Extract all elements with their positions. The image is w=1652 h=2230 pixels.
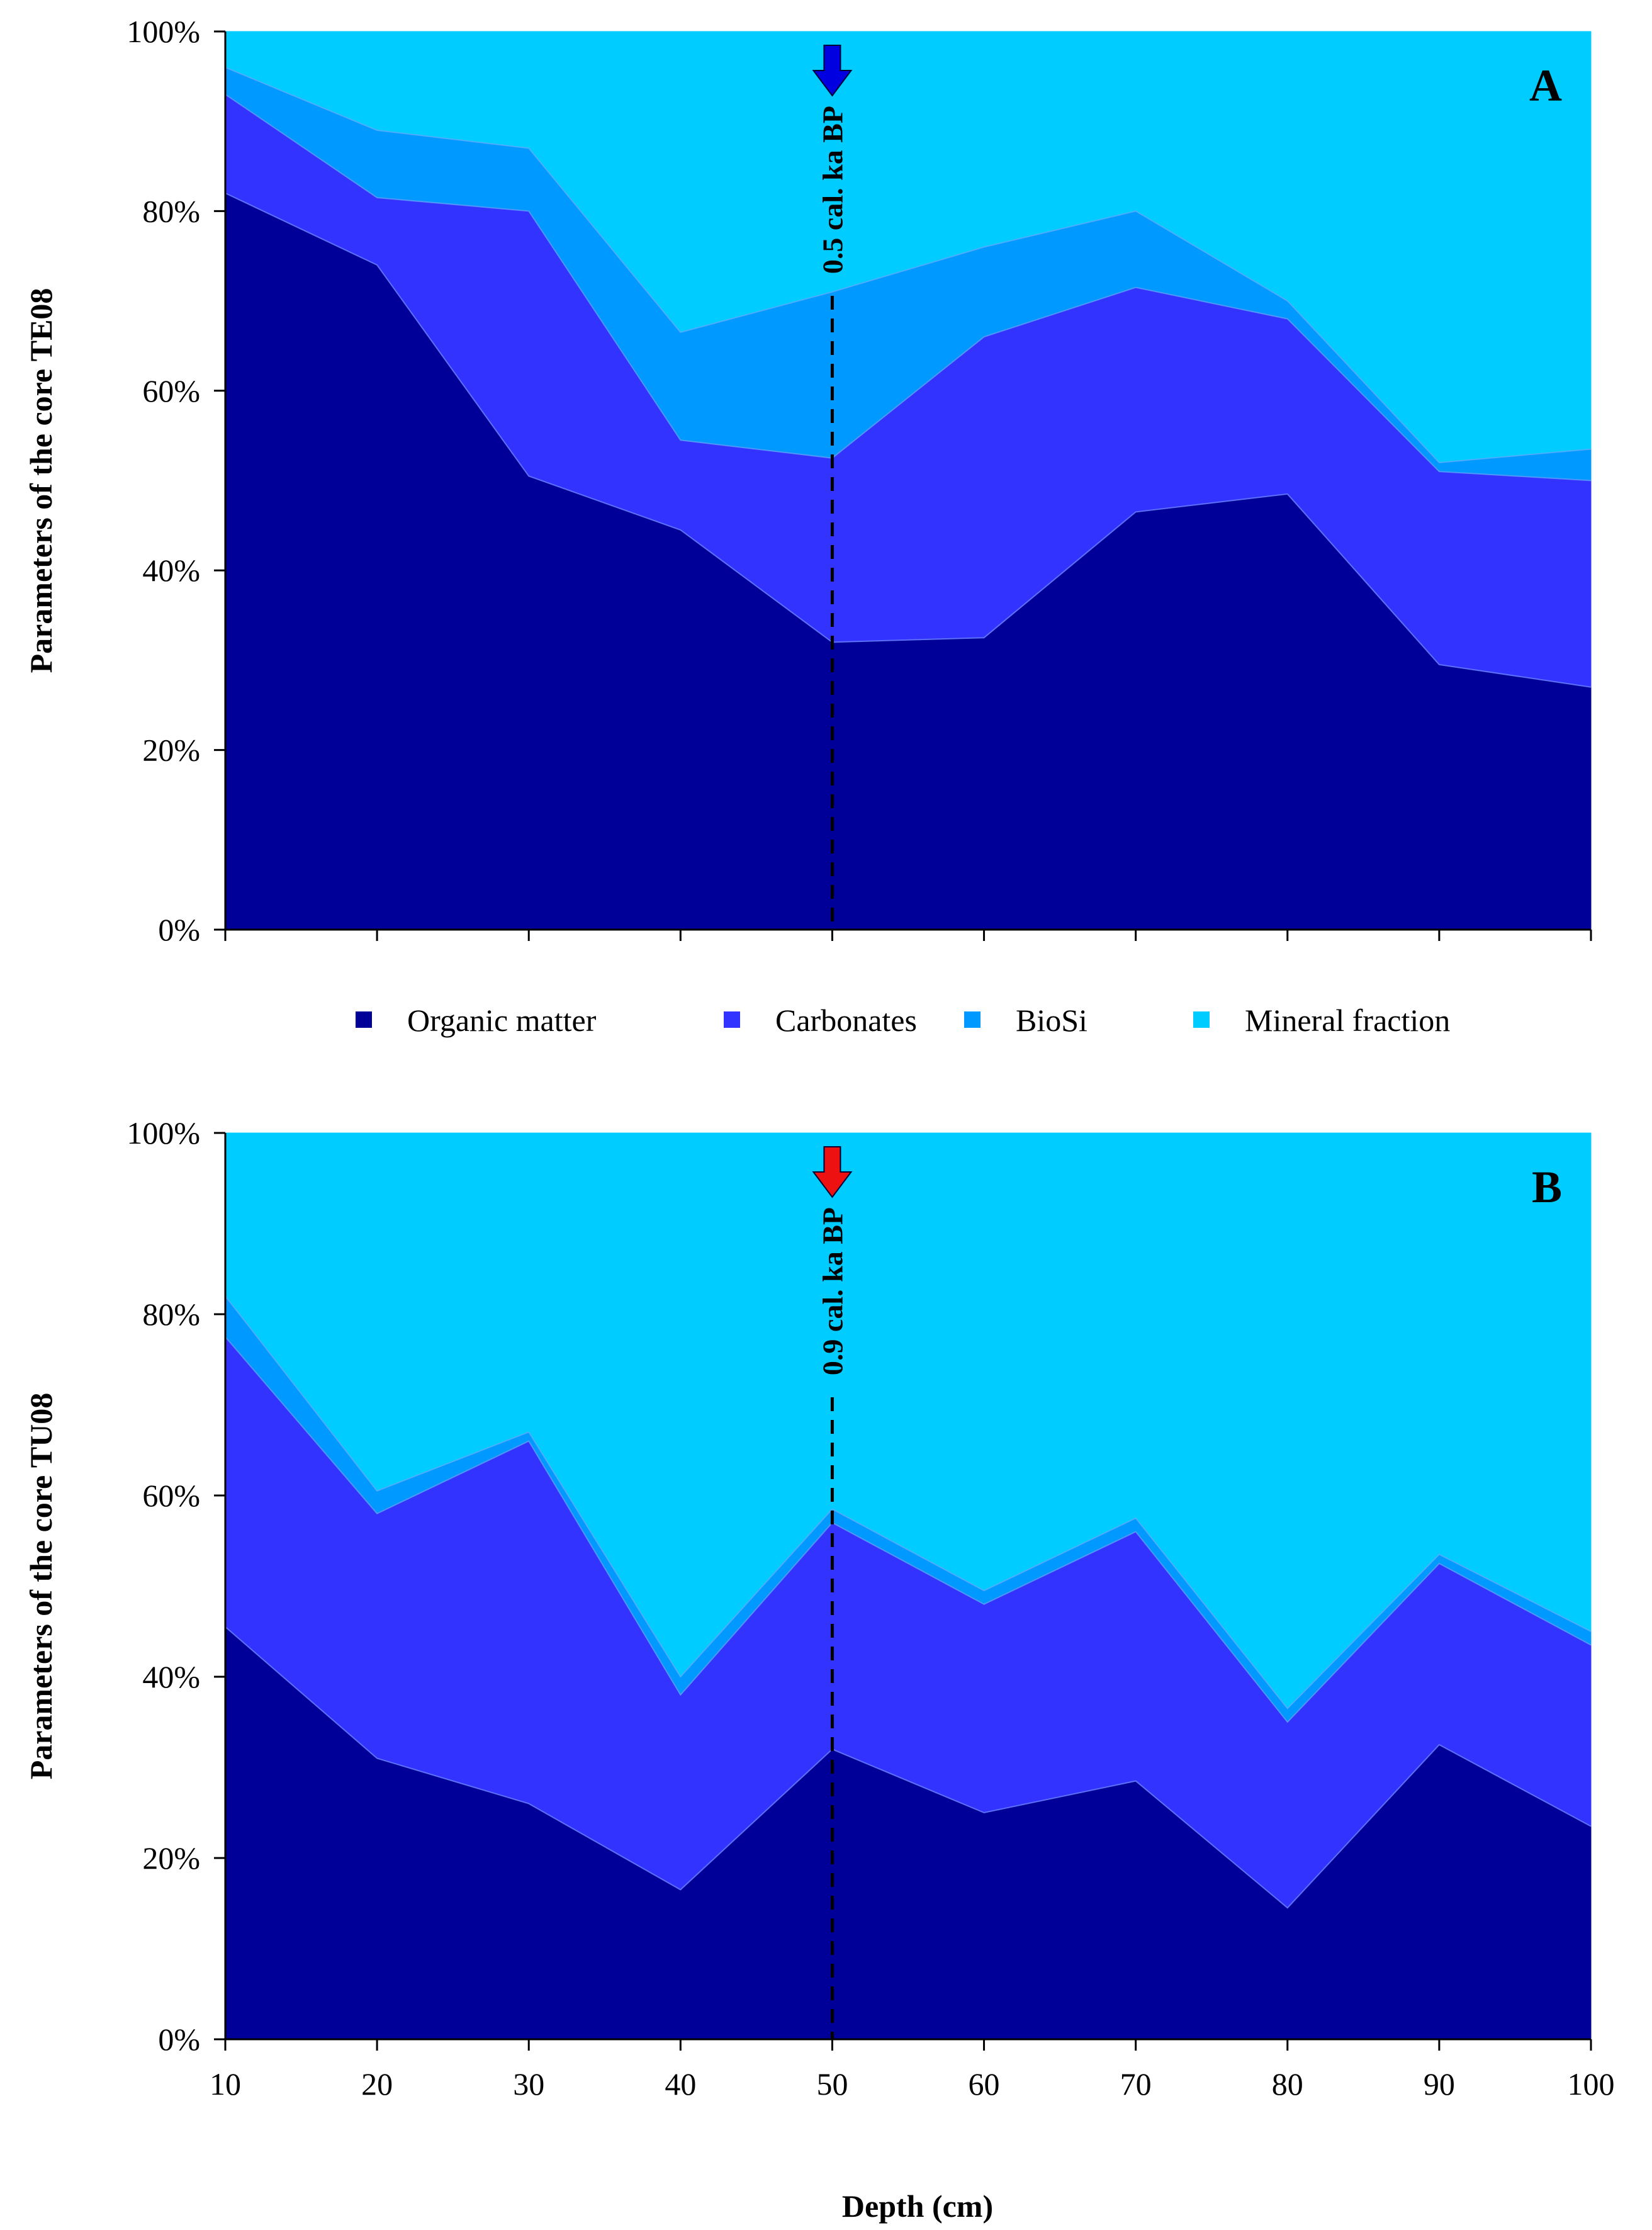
- panel-b-label: B: [1532, 1162, 1562, 1212]
- panel-b-y-tick-label: 100%: [126, 1115, 200, 1151]
- legend-label-mineral-fraction: Mineral fraction: [1245, 1003, 1450, 1038]
- panel-b-x-tick-label: 50: [816, 2066, 848, 2102]
- panel-a-age-arrow-icon: [812, 45, 853, 97]
- panel-b-x-tick-label: 40: [665, 2066, 696, 2102]
- panel-b-x-tick-label: 20: [361, 2066, 393, 2102]
- x-axis-title: Depth (cm): [842, 2188, 993, 2224]
- legend-label-carbonates: Carbonates: [775, 1003, 917, 1038]
- panel-a-boundary-line: [225, 67, 1592, 464]
- panel-b-x-tick-label: 60: [969, 2066, 1000, 2102]
- legend: Organic matter Carbonates BioSi Mineral fra…: [356, 1003, 1450, 1038]
- legend-swatch-mineral-fraction: [1193, 1011, 1210, 1028]
- panel-b-y-tick-label: 60%: [142, 1478, 200, 1513]
- panel-b-y-tick-label: 20%: [142, 1840, 200, 1876]
- panel-a-y-tick-label: 80%: [142, 193, 200, 228]
- panel-a-label: A: [1529, 60, 1562, 111]
- panel-b-x-tick-label: 100: [1568, 2066, 1615, 2102]
- panel-a-y-tick-label: 40%: [142, 553, 200, 588]
- panel-a-y-tick-label: 20%: [142, 733, 200, 768]
- panel-b-x-tick-label: 10: [210, 2066, 241, 2102]
- panel-b-y-tick-label: 80%: [142, 1297, 200, 1332]
- legend-label-biosi: BioSi: [1016, 1003, 1087, 1038]
- panel-a-boundary-line: [225, 94, 1592, 481]
- panel-b-y-tick-label: 40%: [142, 1659, 200, 1694]
- panel-a-chart: Organic matter: 82, 74, 50.5, 44.5, 32, …: [23, 14, 1592, 947]
- panel-b-y-tick-label: 0%: [158, 2022, 200, 2057]
- panel-a-y-tick-label: 0%: [158, 912, 200, 947]
- panel-b-x-tick-label: 90: [1424, 2066, 1455, 2102]
- panel-b-x-tick-label: 30: [513, 2066, 544, 2102]
- panel-b-x-tick-label: 70: [1120, 2066, 1152, 2102]
- panel-b-age-marker-label: 0.9 cal. ka BP: [816, 1207, 848, 1375]
- legend-swatch-organic-matter: [356, 1011, 372, 1028]
- panel-a-age-marker-label: 0.5 cal. ka BP: [816, 106, 848, 274]
- panel-b-boundary-line: [225, 1295, 1592, 1709]
- panel-a-y-tick-label: 60%: [142, 373, 200, 408]
- panel-b-y-axis-title: Parameters of the core TU08: [23, 1393, 59, 1780]
- panel-b-chart: Organic matter: 45.5, 31, 26, 16.5, 32, …: [23, 1115, 1615, 2102]
- panel-b-age-arrow-icon: [812, 1146, 853, 1198]
- legend-swatch-carbonates: [724, 1011, 740, 1028]
- panel-b-boundary-line: [225, 1626, 1592, 1909]
- panel-a-y-tick-label: 100%: [126, 14, 200, 49]
- panel-b-boundary-line: [225, 1336, 1592, 1723]
- legend-label-organic-matter: Organic matter: [407, 1003, 597, 1038]
- legend-swatch-biosi: [964, 1011, 981, 1028]
- panel-a-y-axis-title: Parameters of the core TE08: [23, 288, 59, 673]
- panel-b-x-tick-label: 80: [1272, 2066, 1303, 2102]
- panel-a-boundary-line: [225, 192, 1592, 688]
